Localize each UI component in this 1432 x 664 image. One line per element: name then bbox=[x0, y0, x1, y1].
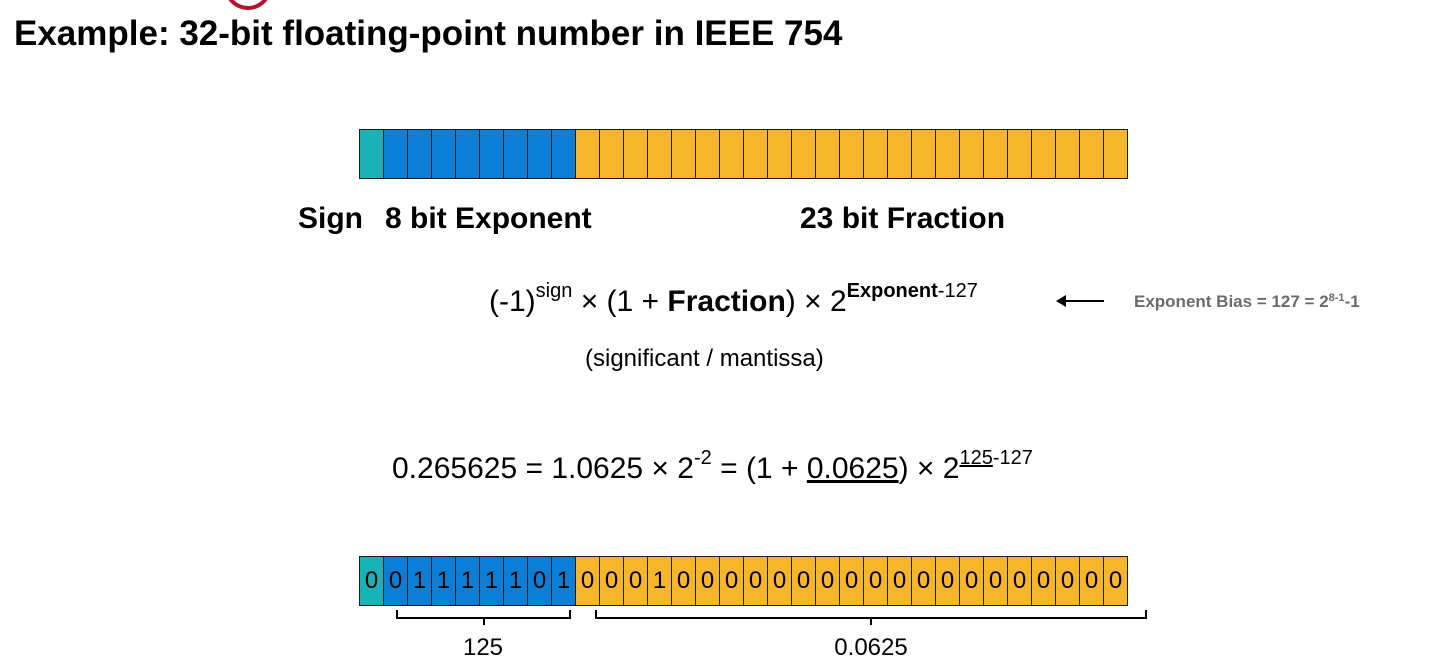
fraction-bit-cell-value: 0 bbox=[623, 556, 648, 606]
exponent-bias-note: Exponent Bias = 127 = 28-1-1 bbox=[1134, 291, 1360, 315]
fraction-bit-cell bbox=[1079, 129, 1104, 179]
example-fraction-value: 0.0625 bbox=[806, 452, 899, 485]
formula-times-two: ) × 2 bbox=[785, 285, 847, 318]
sign-field-label: Sign bbox=[298, 202, 363, 235]
bias-suffix: -1 bbox=[1344, 292, 1360, 311]
exponent-bit-cell bbox=[407, 129, 432, 179]
exponent-bit-cell-value: 0 bbox=[383, 556, 408, 606]
exponent-bit-cell bbox=[431, 129, 456, 179]
exponent-bit-cell bbox=[479, 129, 504, 179]
fraction-bit-cell-value: 0 bbox=[767, 556, 792, 606]
fraction-bit-cell-value: 0 bbox=[791, 556, 816, 606]
formula-exponent-term: Exponent bbox=[846, 280, 938, 302]
exponent-bit-cell-value: 1 bbox=[503, 556, 528, 606]
fraction-bit-cell bbox=[743, 129, 768, 179]
fraction-bit-cell bbox=[815, 129, 840, 179]
fraction-bit-cell-value: 0 bbox=[575, 556, 600, 606]
fraction-bit-cell-value: 0 bbox=[863, 556, 888, 606]
fraction-bit-cell bbox=[1055, 129, 1080, 179]
fraction-bit-cell bbox=[719, 129, 744, 179]
fraction-bit-cell bbox=[695, 129, 720, 179]
formula-sign-exponent: sign bbox=[535, 280, 573, 302]
exponent-bit-cell-value: 1 bbox=[479, 556, 504, 606]
example-mid: = (1 + bbox=[711, 452, 807, 485]
page-title: Example: 32-bit floating-point number in… bbox=[14, 14, 843, 53]
bias-power: 8-1 bbox=[1328, 292, 1345, 304]
fraction-bit-cell bbox=[1007, 129, 1032, 179]
exponent-brace bbox=[396, 610, 571, 625]
fraction-bit-cell-value: 1 bbox=[647, 556, 672, 606]
exponent-bit-cell bbox=[503, 129, 528, 179]
example-bias: -127 bbox=[992, 447, 1033, 469]
formula-bias-term: -127 bbox=[937, 280, 978, 302]
formula-fraction: Fraction bbox=[667, 285, 786, 318]
fraction-bit-cell-value: 0 bbox=[887, 556, 912, 606]
fraction-bit-cell-value: 0 bbox=[839, 556, 864, 606]
fraction-bit-cell bbox=[767, 129, 792, 179]
fraction-bit-cell bbox=[839, 129, 864, 179]
exponent-bit-cell bbox=[551, 129, 576, 179]
fraction-bit-cell bbox=[599, 129, 624, 179]
fraction-bit-cell bbox=[623, 129, 648, 179]
left-arrow-icon bbox=[1056, 295, 1104, 307]
fraction-field-label: 23 bit Fraction bbox=[800, 202, 1006, 235]
example-exponent-value: 125 bbox=[959, 447, 993, 469]
sign-bit-cell bbox=[359, 129, 384, 179]
fraction-bit-cell-value: 0 bbox=[1055, 556, 1080, 606]
sign-bit-cell-value: 0 bbox=[359, 556, 384, 606]
ieee-formula: (-1)sign × (1 + Fraction) × 2Exponent-12… bbox=[489, 280, 978, 327]
fraction-bit-cell-value: 0 bbox=[1079, 556, 1104, 606]
fraction-bit-cell-value: 0 bbox=[815, 556, 840, 606]
fraction-bit-cell bbox=[863, 129, 888, 179]
fraction-bit-cell bbox=[1103, 129, 1128, 179]
fraction-bit-cell bbox=[959, 129, 984, 179]
fraction-bit-cell bbox=[647, 129, 672, 179]
example-lhs-exponent: -2 bbox=[693, 447, 712, 469]
exponent-bit-cell-value: 1 bbox=[551, 556, 576, 606]
fraction-bit-cell bbox=[1031, 129, 1056, 179]
fraction-bit-cell bbox=[671, 129, 696, 179]
fraction-bit-cell bbox=[911, 129, 936, 179]
exponent-brace-label: 125 bbox=[462, 634, 504, 661]
fraction-bit-cell-value: 0 bbox=[1007, 556, 1032, 606]
fraction-bit-cell-value: 0 bbox=[959, 556, 984, 606]
mantissa-note: (significant / mantissa) bbox=[585, 345, 824, 372]
formula-times-one: × (1 + bbox=[572, 285, 668, 318]
fraction-bit-cell bbox=[983, 129, 1008, 179]
exponent-bit-cell bbox=[527, 129, 552, 179]
exponent-bit-cell-value: 1 bbox=[455, 556, 480, 606]
fraction-bit-cell-value: 0 bbox=[743, 556, 768, 606]
fraction-bit-cell bbox=[935, 129, 960, 179]
fraction-bit-cell bbox=[791, 129, 816, 179]
fraction-bit-cell-value: 0 bbox=[1103, 556, 1128, 606]
formula-neg-one: (-1) bbox=[489, 285, 536, 318]
fraction-brace-label: 0.0625 bbox=[834, 634, 908, 661]
fraction-bit-cell-value: 0 bbox=[719, 556, 744, 606]
bit-layout-diagram bbox=[359, 129, 1159, 179]
exponent-bit-cell-value: 0 bbox=[527, 556, 552, 606]
fraction-bit-cell-value: 0 bbox=[671, 556, 696, 606]
exponent-bit-cell-value: 1 bbox=[407, 556, 432, 606]
fraction-bit-cell-value: 0 bbox=[695, 556, 720, 606]
example-equation: 0.265625 = 1.0625 × 2-2 = (1 + 0.0625) ×… bbox=[392, 447, 1033, 494]
example-lhs: 0.265625 = 1.0625 × 2 bbox=[392, 452, 694, 485]
example-rhs: ) × 2 bbox=[898, 452, 960, 485]
fraction-bit-cell-value: 0 bbox=[599, 556, 624, 606]
fraction-bit-cell-value: 0 bbox=[983, 556, 1008, 606]
fraction-bit-cell-value: 0 bbox=[911, 556, 936, 606]
fraction-bit-cell bbox=[575, 129, 600, 179]
exponent-field-label: 8 bit Exponent bbox=[385, 202, 592, 235]
exponent-bit-cell bbox=[455, 129, 480, 179]
exponent-bit-cell-value: 1 bbox=[431, 556, 456, 606]
fraction-bit-cell-value: 0 bbox=[1031, 556, 1056, 606]
red-accent-mark bbox=[224, 0, 272, 10]
fraction-brace bbox=[595, 610, 1147, 625]
fraction-bit-cell-value: 0 bbox=[935, 556, 960, 606]
exponent-bit-cell bbox=[383, 129, 408, 179]
fraction-bit-cell bbox=[887, 129, 912, 179]
bias-prefix: Exponent Bias = 127 = 2 bbox=[1134, 292, 1329, 311]
